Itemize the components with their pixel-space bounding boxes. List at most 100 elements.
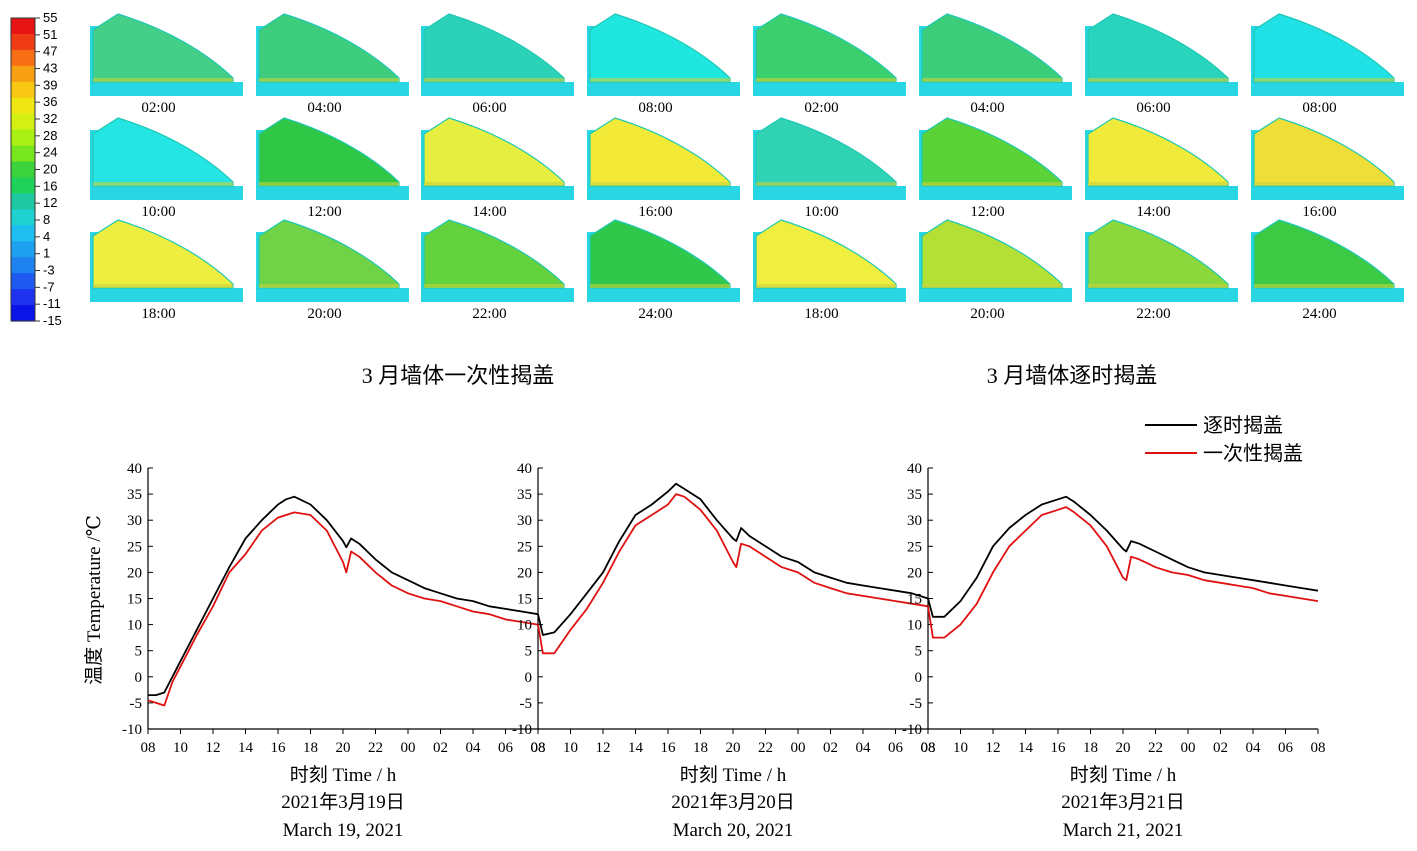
y-tick-label: 5 bbox=[915, 644, 923, 660]
colorbar-swatch bbox=[11, 209, 35, 226]
snapshot-greenhouse-body bbox=[1087, 117, 1229, 187]
snapshot-soil-layer bbox=[590, 78, 730, 82]
snapshot-ground bbox=[421, 186, 574, 200]
snapshot-panel: 12:00 bbox=[256, 117, 409, 220]
snapshot-panel: 20:00 bbox=[256, 219, 409, 322]
snapshot-panel: 22:00 bbox=[1085, 219, 1238, 322]
x-tick-label: 00 bbox=[1181, 740, 1196, 756]
snapshot-ground bbox=[256, 288, 409, 302]
snapshot-ground bbox=[1085, 288, 1238, 302]
snapshot-panel: 24:00 bbox=[587, 219, 740, 322]
snapshot-soil-layer bbox=[1254, 78, 1394, 82]
x-axis-label: 时刻 Time / h bbox=[680, 764, 787, 786]
x-tick-label: 20 bbox=[1116, 740, 1131, 756]
colorbar-tick-label: 32 bbox=[43, 111, 57, 126]
snapshot-ground bbox=[1251, 82, 1404, 96]
x-tick-label: 14 bbox=[628, 740, 644, 756]
snapshot-soil-layer bbox=[922, 284, 1062, 288]
x-tick-label: 12 bbox=[596, 740, 611, 756]
snapshot-time-label: 22:00 bbox=[472, 306, 506, 322]
y-tick-label: 35 bbox=[517, 487, 532, 503]
y-tick-label: -10 bbox=[512, 722, 532, 738]
snapshot-soil-layer bbox=[590, 182, 730, 186]
x-tick-label: 08 bbox=[531, 740, 546, 756]
colorbar-swatch bbox=[11, 81, 35, 99]
colorbar-swatch bbox=[11, 129, 35, 147]
snapshot-panel: 12:00 bbox=[919, 117, 1072, 220]
y-tick-label: 25 bbox=[127, 539, 142, 555]
colorbar-tick-label: 39 bbox=[43, 77, 57, 92]
colorbar-swatch bbox=[11, 177, 35, 195]
y-tick-label: 40 bbox=[517, 461, 532, 477]
snapshot-greenhouse-body bbox=[1253, 117, 1395, 187]
x-tick-label: 08 bbox=[921, 740, 936, 756]
snapshot-ground bbox=[919, 288, 1072, 302]
y-tick-label: 15 bbox=[127, 592, 142, 608]
right-section-title: 3 月墙体逐时揭盖 bbox=[987, 363, 1158, 388]
x-tick-label: 16 bbox=[271, 740, 287, 756]
snapshot-panel: 18:00 bbox=[753, 219, 906, 322]
x-tick-label: 08 bbox=[921, 740, 936, 756]
snapshot-greenhouse-body bbox=[258, 13, 400, 83]
snapshot-soil-layer bbox=[756, 78, 896, 82]
colorbar-swatch bbox=[11, 193, 35, 210]
y-tick-label: 15 bbox=[907, 592, 922, 608]
snapshot-greenhouse-body bbox=[423, 117, 565, 187]
x-axis-label: 时刻 Time / h bbox=[1070, 764, 1177, 786]
snapshot-soil-layer bbox=[259, 78, 399, 82]
snapshot-panel: 20:00 bbox=[919, 219, 1072, 322]
snapshot-soil-layer bbox=[424, 182, 564, 186]
y-tick-label: 0 bbox=[135, 670, 143, 686]
snapshot-soil-layer bbox=[259, 284, 399, 288]
snapshot-soil-layer bbox=[93, 78, 233, 82]
x-tick-label: 00 bbox=[401, 740, 416, 756]
snapshot-time-label: 16:00 bbox=[1302, 204, 1336, 220]
snapshot-panel: 22:00 bbox=[421, 219, 574, 322]
y-tick-label: 35 bbox=[127, 487, 142, 503]
legend-label-onetime: 一次性揭盖 bbox=[1203, 442, 1303, 465]
x-tick-label: 18 bbox=[1083, 740, 1098, 756]
colorbar-tick-label: 51 bbox=[43, 27, 57, 42]
snapshot-greenhouse-body bbox=[755, 13, 897, 83]
snapshot-panel: 16:00 bbox=[587, 117, 740, 220]
x-tick-label: 18 bbox=[303, 740, 318, 756]
snapshot-soil-layer bbox=[424, 78, 564, 82]
snapshot-time-label: 12:00 bbox=[307, 204, 341, 220]
x-tick-label: 20 bbox=[726, 740, 741, 756]
snapshot-panel: 10:00 bbox=[753, 117, 906, 220]
snapshot-panel: 24:00 bbox=[1251, 219, 1404, 322]
snapshot-ground bbox=[753, 288, 906, 302]
colorbar-swatch bbox=[11, 225, 35, 242]
colorbar-tick-label: 8 bbox=[43, 212, 50, 227]
colorbar-swatch bbox=[11, 97, 35, 115]
snapshot-ground bbox=[587, 82, 740, 96]
y-tick-label: 0 bbox=[525, 670, 533, 686]
panel-date-en: March 19, 2021 bbox=[283, 820, 404, 841]
colorbar-swatch bbox=[11, 257, 35, 274]
colorbar-swatch bbox=[11, 161, 35, 179]
x-tick-label: 08 bbox=[141, 740, 156, 756]
x-tick-label: 02 bbox=[1213, 740, 1228, 756]
x-tick-label: 12 bbox=[986, 740, 1001, 756]
panel-date-en: March 21, 2021 bbox=[1063, 820, 1184, 841]
y-tick-label: 10 bbox=[517, 618, 532, 634]
snapshot-ground bbox=[256, 186, 409, 200]
y-tick-label: 20 bbox=[517, 565, 532, 581]
snapshot-ground bbox=[587, 288, 740, 302]
x-tick-label: 08 bbox=[1311, 740, 1326, 756]
colorbar-tick-label: 1 bbox=[43, 246, 50, 261]
snapshot-time-label: 04:00 bbox=[307, 100, 341, 116]
snapshot-ground bbox=[256, 82, 409, 96]
colorbar-tick-label: 20 bbox=[43, 162, 57, 177]
snapshot-ground bbox=[1251, 288, 1404, 302]
x-tick-label: 06 bbox=[498, 740, 514, 756]
series-line bbox=[537, 493, 929, 655]
snapshot-greenhouse-body bbox=[92, 219, 234, 289]
snapshot-time-label: 24:00 bbox=[638, 306, 672, 322]
colorbar-tick-label: 36 bbox=[43, 94, 57, 109]
snapshot-greenhouse-body bbox=[258, 219, 400, 289]
y-tick-label: 15 bbox=[517, 592, 532, 608]
snapshot-ground bbox=[753, 82, 906, 96]
snapshot-panel: 08:00 bbox=[587, 13, 740, 116]
